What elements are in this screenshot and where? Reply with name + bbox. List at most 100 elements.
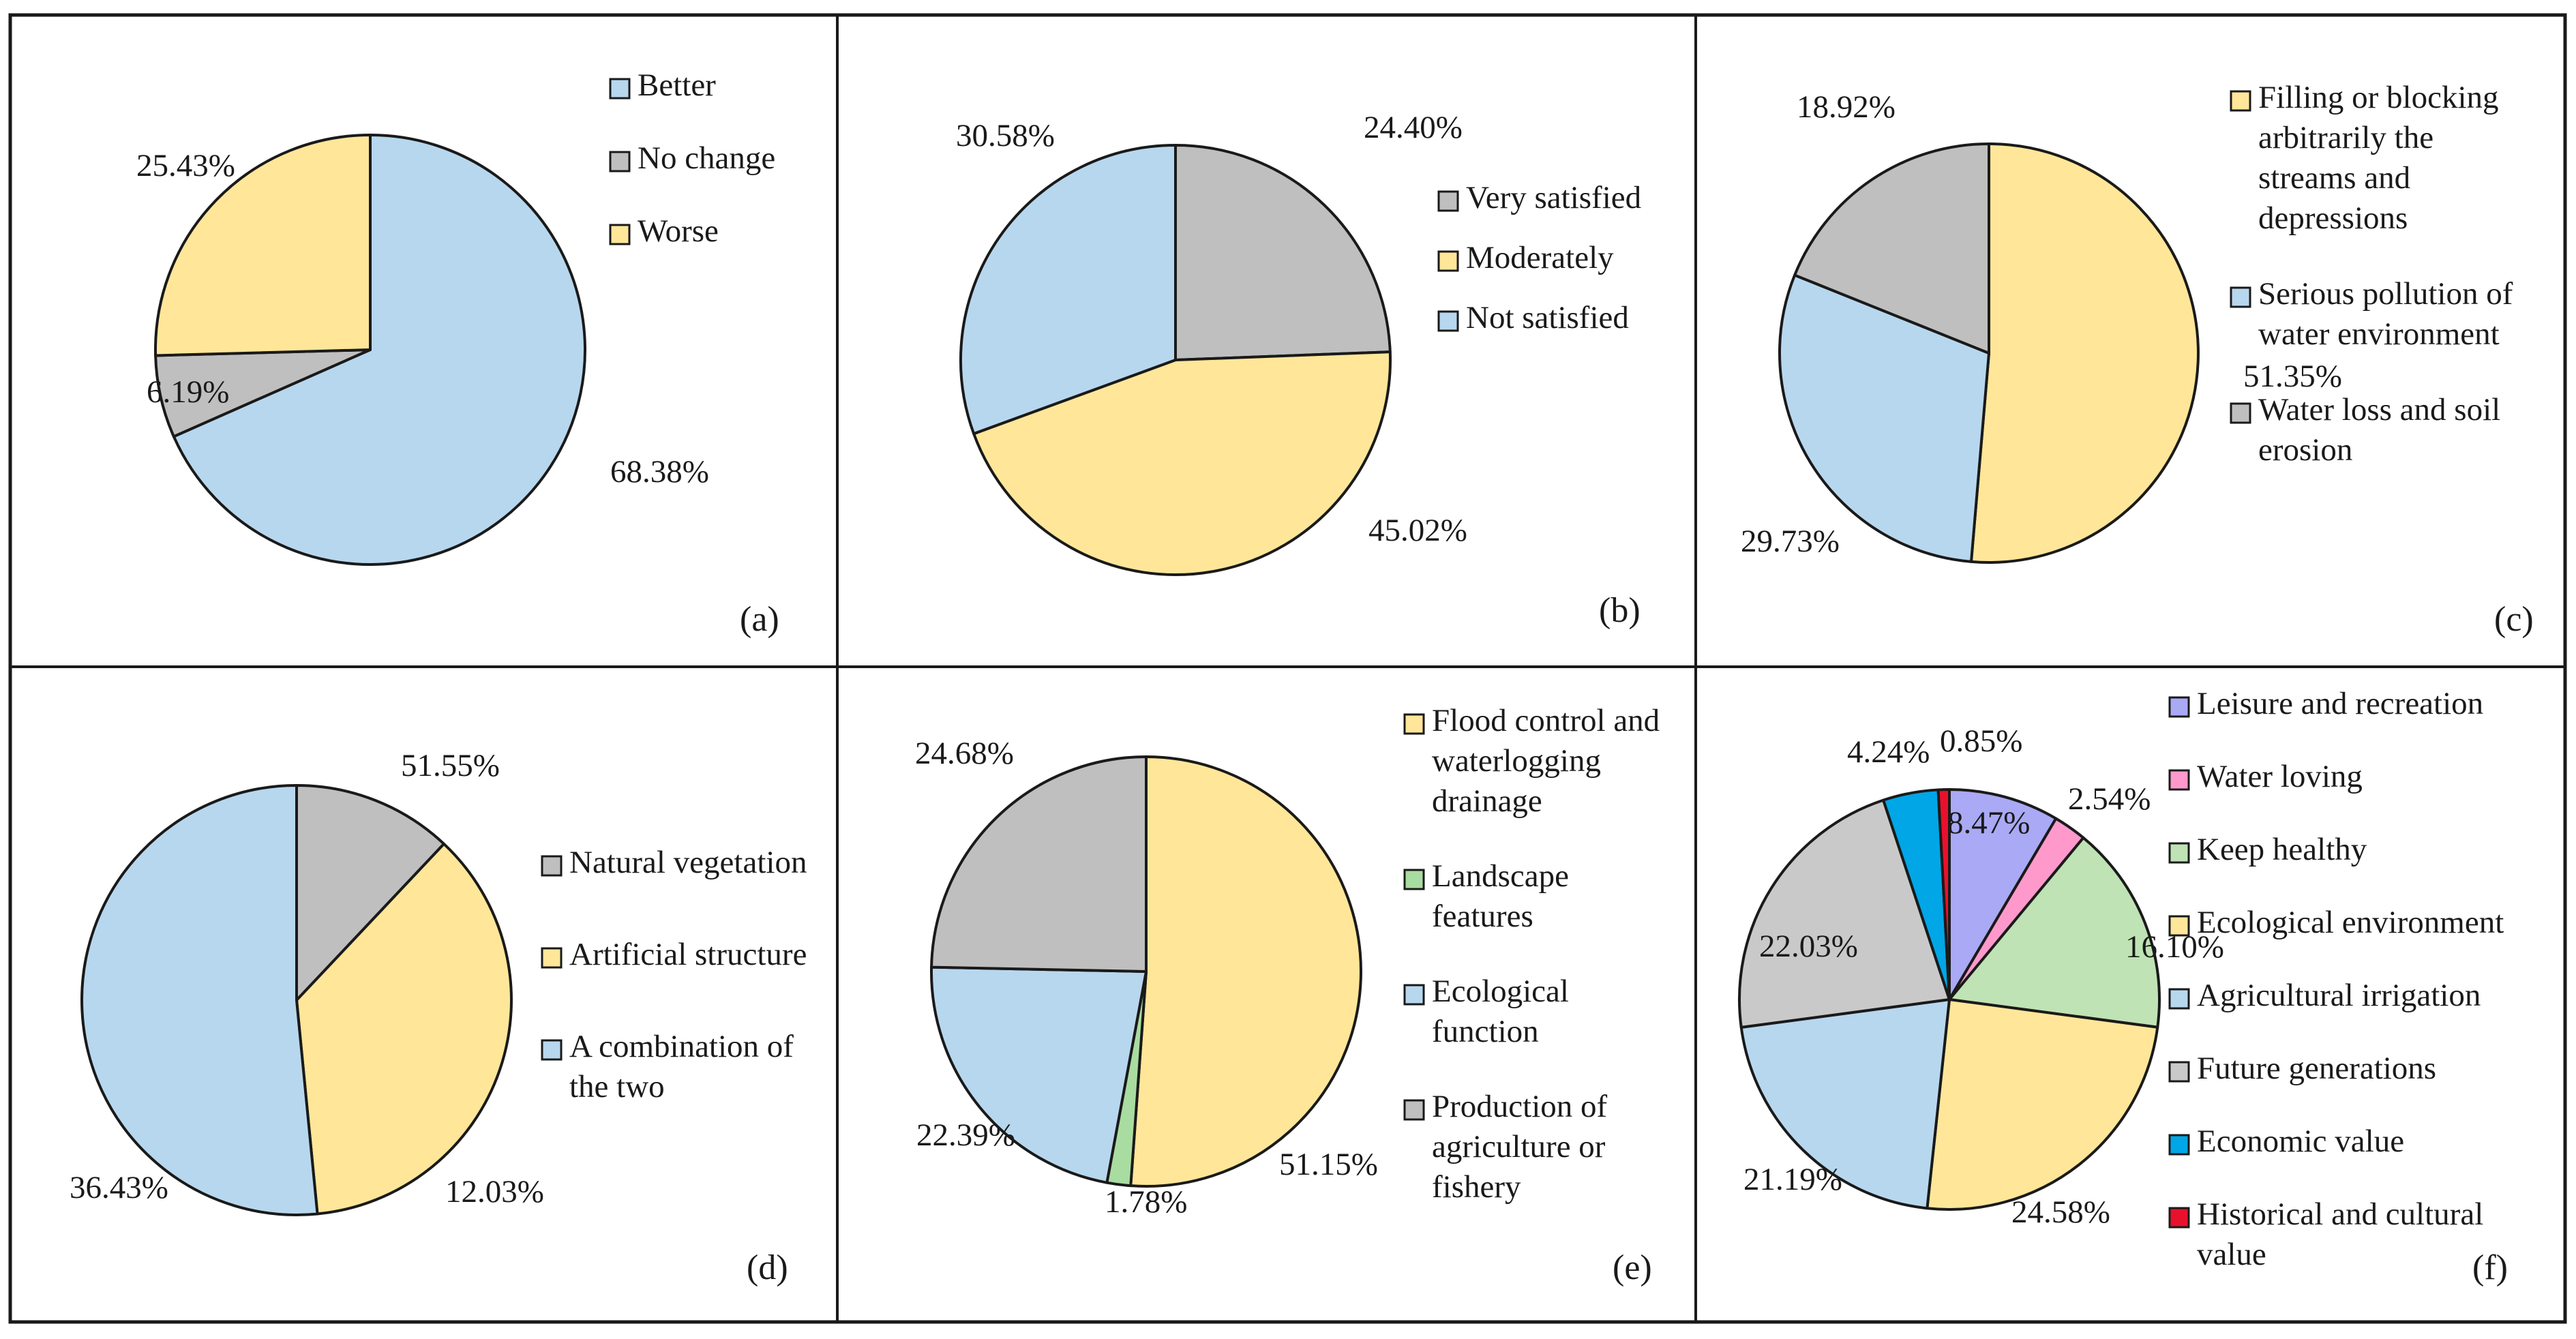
data-label-no-change: 6.19% — [147, 374, 229, 410]
pie-slice-better — [172, 134, 586, 566]
legend-item-leisure-and-recreation: Leisure and recreation — [2168, 686, 2483, 721]
pie-slice-future-generations — [1738, 798, 1951, 1029]
pie-chart-f: 8.47%2.54%16.10%24.58%21.19%22.03%4.24% 0… — [1738, 686, 2508, 1287]
legend-label: Economic value — [2197, 1124, 2404, 1159]
data-label-leisure-and-recreation: 8.47% — [1947, 805, 2030, 841]
legend-swatch-ecological-function — [1403, 984, 1425, 1006]
legend-swatch-future-generations — [2168, 1061, 2190, 1083]
legend-swatch-landscape-features — [1403, 869, 1425, 890]
legend-item-a-combination-of-the-two: A combination of the two — [541, 1029, 794, 1104]
legend-swatch-no-change — [609, 151, 631, 172]
panel-label: (a) — [740, 600, 779, 639]
legend-label: Keep healthy — [2197, 832, 2367, 867]
legend-label: fishery — [1432, 1169, 1521, 1205]
legend-label: Better — [638, 67, 716, 103]
panel-label: (c) — [2494, 600, 2534, 639]
data-label-better: 68.38% — [610, 454, 709, 490]
pie-slice-agricultural-irrigation — [1739, 998, 1951, 1210]
legend-swatch-ecological-environment — [2168, 915, 2190, 937]
pie-slice-keep-healthy — [1948, 836, 2161, 1029]
legend-item-filling-or-blocking-arbitrarily-the-streams-and-depressions: Filling or blocking arbitrarily the stream… — [2230, 80, 2499, 236]
data-label-serious-pollution-of-water-environment: 29.73% — [1741, 524, 1840, 559]
legend-label: A combination of — [569, 1029, 794, 1064]
legend-label: waterlogging — [1432, 743, 1601, 779]
data-label-ecological-environment: 24.58% — [2011, 1194, 2110, 1230]
legend-label: No change — [638, 140, 775, 176]
data-label-a-combination-of-the-two: 51.55% — [401, 748, 500, 783]
pie-chart-e: 51.15% 1.78% 22.39% 24.68% Flood control and… — [915, 703, 1660, 1287]
pie-slice-ecological-function — [930, 965, 1148, 1184]
legend-label: features — [1432, 899, 1533, 934]
legend-label: Production of — [1432, 1089, 1608, 1124]
legend-item-ecological-environment: Ecological environment — [2168, 905, 2504, 940]
legend-item-no-change: No change — [609, 140, 775, 176]
legend-label: agriculture or — [1432, 1129, 1606, 1164]
legend-item-worse: Worse — [609, 213, 719, 249]
legend-item-flood-control-and-waterlogging-drainage: Flood control and waterlogging drainage — [1403, 703, 1660, 819]
data-label-agricultural-irrigation: 21.19% — [1743, 1162, 1842, 1197]
legend-label: erosion — [2258, 432, 2352, 468]
legend-label: Historical and cultural — [2197, 1197, 2483, 1232]
pie-slice-water-loss-and-soil-erosion — [1793, 142, 1990, 355]
legend-swatch-moderately — [1437, 250, 1459, 272]
legend-item-historical-and-cultural-value: Historical and cultural value — [2168, 1197, 2483, 1272]
data-label-filling-or-blocking-arbitrarily-the-streams-and-depressions: 51.35% — [2243, 359, 2342, 394]
figure-frame — [8, 13, 2567, 1324]
legend-item-keep-healthy: Keep healthy — [2168, 832, 2367, 867]
legend-label: Serious pollution of — [2258, 276, 2513, 312]
legend-label: drainage — [1432, 783, 1542, 819]
legend-swatch-serious-pollution-of-water-environment — [2230, 286, 2251, 308]
legend-label: Agricultural irrigation — [2197, 978, 2481, 1013]
legend-label: Worse — [638, 213, 719, 249]
data-label-very-satisfied: 24.40% — [1364, 110, 1463, 145]
pie-slice-artificial-structure — [295, 842, 513, 1216]
data-label-water-loving: 2.54% — [2068, 781, 2151, 817]
data-label-worse: 25.43% — [136, 148, 235, 183]
legend-label: arbitrarily the — [2258, 120, 2433, 155]
legend-item-not-satisfied: Not satisfied — [1437, 300, 1629, 335]
legend-swatch-flood-control-and-waterlogging-drainage — [1403, 713, 1425, 735]
legend-item-economic-value: Economic value — [2168, 1124, 2404, 1159]
legend-item-ecological-function: Ecological function — [1403, 974, 1569, 1049]
legend-item-future-generations: Future generations — [2168, 1051, 2436, 1086]
legend-label: Landscape — [1432, 858, 1569, 894]
charts-layer: 68.38% 6.19% 25.43% Better No change Worse (a)… — [70, 67, 2534, 1287]
legend-swatch-keep-healthy — [2168, 842, 2190, 864]
pie-slice-leisure-and-recreation — [1948, 788, 2058, 1001]
legend-swatch-economic-value — [2168, 1134, 2190, 1156]
legend-label: Not satisfied — [1466, 300, 1629, 335]
pie-slice-no-change — [154, 348, 372, 438]
legend-item-artificial-structure: Artificial structure — [541, 937, 807, 972]
pie-slice-flood-control-and-waterlogging-drainage — [1129, 755, 1362, 1188]
legend-swatch-better — [609, 78, 631, 100]
legend-swatch-worse — [609, 224, 631, 245]
pie-slice-ecological-environment — [1926, 998, 2159, 1211]
pie-chart-a: 68.38% 6.19% 25.43% Better No change Worse (a) — [136, 67, 779, 639]
legend-label: function — [1432, 1014, 1539, 1049]
pie-slice-serious-pollution-of-water-environment — [1778, 273, 1990, 563]
pie-slice-very-satisfied — [1174, 144, 1392, 361]
panel-label: (e) — [1613, 1248, 1652, 1287]
legend-label: streams and — [2258, 160, 2410, 196]
legend-item-water-loving: Water loving — [2168, 759, 2363, 794]
pie-slice-filling-or-blocking-arbitrarily-the-streams-and-depressions — [1969, 142, 2200, 564]
legend-label: Moderately — [1466, 240, 1614, 275]
legend-item-very-satisfied: Very satisfied — [1437, 180, 1641, 215]
legend-label: Future generations — [2197, 1051, 2436, 1086]
legend-item-better: Better — [609, 67, 716, 103]
legend-label: Very satisfied — [1466, 180, 1641, 215]
legend-swatch-water-loss-and-soil-erosion — [2230, 402, 2251, 424]
legend-swatch-natural-vegetation — [541, 855, 563, 877]
pie-slice-natural-vegetation — [295, 784, 446, 1002]
legend-item-natural-vegetation: Natural vegetation — [541, 845, 807, 880]
data-label-water-loss-and-soil-erosion: 18.92% — [1797, 89, 1896, 125]
legend-item-agricultural-irrigation: Agricultural irrigation — [2168, 978, 2481, 1013]
legend-label: Artificial structure — [569, 937, 807, 972]
pie-chart-d: 12.03% 36.43% 51.55% Natural vegetation Arti… — [70, 748, 807, 1287]
legend-label: Filling or blocking — [2258, 80, 2499, 115]
data-label-future-generations: 22.03% — [1759, 929, 1858, 964]
legend-label: Water loss and soil — [2258, 392, 2500, 427]
legend-swatch-artificial-structure — [541, 947, 563, 969]
legend-swatch-filling-or-blocking-arbitrarily-the-streams-and-depressions — [2230, 90, 2251, 112]
data-label-production-of-agriculture-or-fishery: 24.68% — [915, 736, 1014, 771]
